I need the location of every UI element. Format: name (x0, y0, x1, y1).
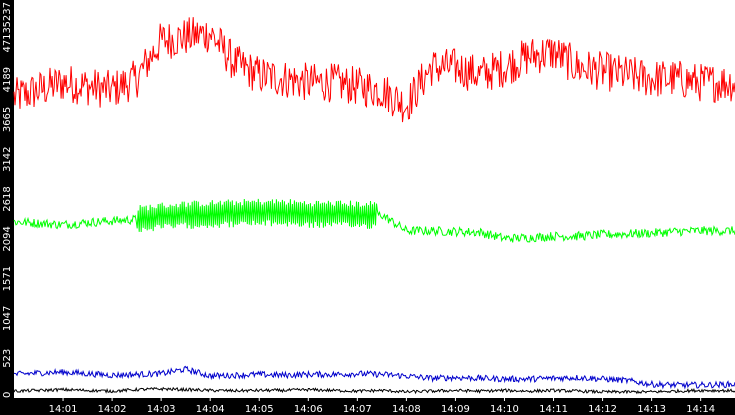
x-tick-label: 14:10 (490, 404, 519, 415)
x-tick-label: 14:03 (147, 404, 176, 415)
series-line (13, 365, 735, 390)
x-tick-label: 14:11 (539, 404, 568, 415)
series-line (13, 198, 735, 243)
y-tick-label: 1571 (2, 266, 13, 291)
y-tick-label: 1047 (2, 306, 13, 331)
x-tick-label: 14:07 (343, 404, 372, 415)
x-tick-label: 14:13 (637, 404, 666, 415)
x-tick-label: 14:09 (441, 404, 470, 415)
x-tick-label: 14:08 (392, 404, 421, 415)
plot-area (14, 0, 735, 398)
y-tick-label: 5237 (2, 2, 13, 27)
y-tick-label: 523 (2, 349, 13, 368)
y-tick-label: 0 (2, 392, 13, 398)
y-tick-label: 4713 (2, 27, 13, 52)
series-lines (13, 17, 735, 395)
x-tick-label: 14:06 (294, 404, 323, 415)
x-tick-label: 14:04 (196, 404, 225, 415)
y-tick-label: 3142 (2, 146, 13, 171)
series-line (13, 17, 735, 123)
x-axis-ticks: 14:01 14:02 14:03 14:04 14:05 14:06 14:07 14:08… (49, 398, 715, 415)
series-line (13, 386, 735, 395)
y-tick-label: 2094 (2, 226, 13, 251)
x-tick-label: 14:05 (245, 404, 274, 415)
x-tick-label: 14:14 (686, 404, 715, 415)
x-tick-label: 14:01 (49, 404, 78, 415)
y-tick-label: 4189 (2, 67, 13, 92)
y-tick-label: 3665 (2, 107, 13, 132)
x-tick-label: 14:02 (98, 404, 127, 415)
x-tick-label: 14:12 (588, 404, 617, 415)
y-tick-label: 2618 (2, 186, 13, 211)
